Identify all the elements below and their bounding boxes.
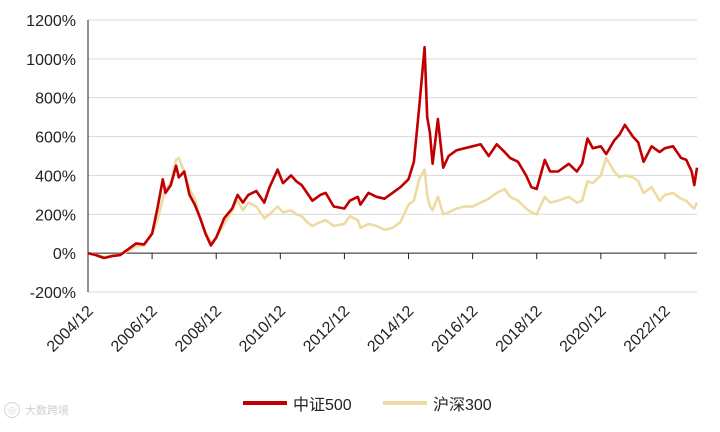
series-lines bbox=[87, 45, 699, 260]
x-tick-label: 2010/12 bbox=[236, 303, 289, 356]
y-tick-label: 600% bbox=[35, 130, 76, 147]
y-tick-label: 1000% bbox=[26, 52, 76, 69]
y-tick-label: 400% bbox=[35, 168, 76, 185]
x-tick-label: 2022/12 bbox=[621, 303, 674, 356]
x-tick-label: 2008/12 bbox=[172, 303, 225, 356]
series-line-0 bbox=[87, 45, 699, 260]
gridlines bbox=[88, 19, 697, 293]
x-tick-label: 2020/12 bbox=[557, 303, 610, 356]
y-tick-label: 800% bbox=[35, 91, 76, 108]
y-axis: -200% 0% 200% 400% 600% 800% 1000% 1200% bbox=[26, 13, 76, 302]
legend-swatch-series-0 bbox=[243, 401, 287, 405]
x-tick-label: 2018/12 bbox=[493, 303, 546, 356]
legend-swatch-series-1 bbox=[383, 401, 427, 405]
x-tick-label: 2006/12 bbox=[108, 303, 161, 356]
y-tick-label: 1200% bbox=[26, 13, 76, 30]
y-tick-label: -200% bbox=[30, 285, 76, 302]
x-axis: 2004/12 2006/12 2008/12 2010/12 2012/12 2014/… bbox=[44, 20, 697, 356]
legend: 中证500 沪深300 bbox=[0, 388, 720, 418]
x-tick-label: 2014/12 bbox=[364, 303, 417, 356]
legend-item-series-1: 沪深300 bbox=[383, 388, 492, 418]
y-tick-label: 200% bbox=[35, 207, 76, 224]
watermark: ◎ 大数跨境 bbox=[4, 402, 69, 418]
x-tick-label: 2012/12 bbox=[300, 303, 353, 356]
legend-item-series-0: 中证500 bbox=[243, 388, 352, 418]
series-line-1 bbox=[87, 156, 699, 259]
x-tick-label: 2004/12 bbox=[44, 303, 97, 356]
x-tick-label: 2016/12 bbox=[429, 303, 482, 356]
watermark-logo-icon: ◎ bbox=[4, 402, 20, 418]
line-chart: -200% 0% 200% 400% 600% 800% 1000% 1200% 2004/1… bbox=[26, 13, 699, 356]
legend-label-series-1: 沪深300 bbox=[433, 397, 492, 414]
legend-label-series-0: 中证500 bbox=[293, 397, 352, 414]
y-tick-label: 0% bbox=[53, 246, 76, 263]
watermark-text: 大数跨境 bbox=[25, 405, 69, 417]
